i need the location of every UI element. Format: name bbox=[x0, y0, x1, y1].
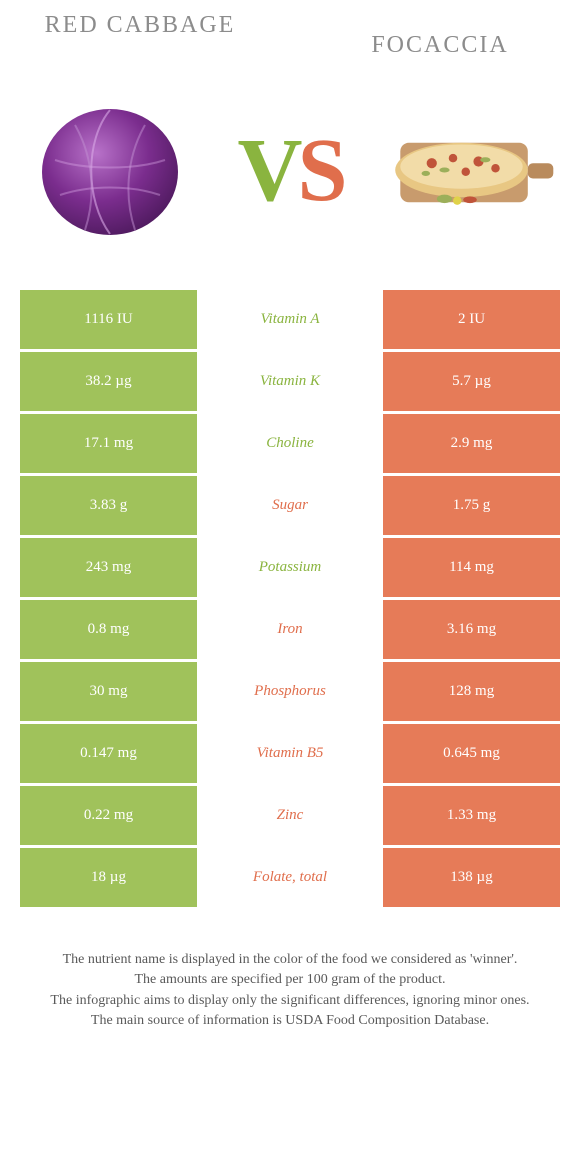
right-value-cell: 138 µg bbox=[380, 848, 560, 910]
nutrient-name-cell: Potassium bbox=[200, 538, 380, 600]
left-value-cell: 0.22 mg bbox=[20, 786, 200, 848]
focaccia-icon bbox=[385, 115, 555, 225]
nutrient-name-cell: Choline bbox=[200, 414, 380, 476]
nutrient-name-cell: Vitamin A bbox=[200, 290, 380, 352]
right-value-cell: 1.75 g bbox=[380, 476, 560, 538]
right-value-cell: 128 mg bbox=[380, 662, 560, 724]
nutrient-name-cell: Sugar bbox=[200, 476, 380, 538]
table-row: 30 mgPhosphorus128 mg bbox=[20, 662, 560, 724]
left-value-cell: 38.2 µg bbox=[20, 352, 200, 414]
header: Red cabbage Focaccia bbox=[0, 0, 580, 60]
right-value-cell: 0.645 mg bbox=[380, 724, 560, 786]
left-value-cell: 0.8 mg bbox=[20, 600, 200, 662]
right-value-cell: 114 mg bbox=[380, 538, 560, 600]
table-row: 18 µgFolate, total138 µg bbox=[20, 848, 560, 910]
table-row: 0.147 mgVitamin B50.645 mg bbox=[20, 724, 560, 786]
hero-row: VS bbox=[0, 60, 580, 290]
footer-line-1: The nutrient name is displayed in the co… bbox=[30, 950, 550, 970]
table-row: 0.8 mgIron3.16 mg bbox=[20, 600, 560, 662]
nutrient-name-cell: Vitamin K bbox=[200, 352, 380, 414]
vs-label: VS bbox=[237, 119, 342, 222]
right-value-cell: 1.33 mg bbox=[380, 786, 560, 848]
nutrient-name-cell: Phosphorus bbox=[200, 662, 380, 724]
table-row: 38.2 µgVitamin K5.7 µg bbox=[20, 352, 560, 414]
vs-letter-s: S bbox=[297, 121, 342, 220]
left-value-cell: 30 mg bbox=[20, 662, 200, 724]
right-value-cell: 2.9 mg bbox=[380, 414, 560, 476]
right-value-cell: 3.16 mg bbox=[380, 600, 560, 662]
footer-notes: The nutrient name is displayed in the co… bbox=[0, 910, 580, 1031]
footer-line-2: The amounts are specified per 100 gram o… bbox=[30, 970, 550, 990]
footer-line-4: The main source of information is USDA F… bbox=[30, 1011, 550, 1031]
vs-letter-v: V bbox=[237, 121, 297, 220]
left-value-cell: 18 µg bbox=[20, 848, 200, 910]
table-row: 17.1 mgCholine2.9 mg bbox=[20, 414, 560, 476]
right-food-image bbox=[385, 85, 555, 255]
left-value-cell: 0.147 mg bbox=[20, 724, 200, 786]
left-food-image bbox=[25, 85, 195, 255]
table-row: 243 mgPotassium114 mg bbox=[20, 538, 560, 600]
comparison-table: 1116 IUVitamin A2 IU38.2 µgVitamin K5.7 … bbox=[20, 290, 560, 910]
right-value-cell: 2 IU bbox=[380, 290, 560, 352]
nutrient-name-cell: Iron bbox=[200, 600, 380, 662]
left-value-cell: 17.1 mg bbox=[20, 414, 200, 476]
footer-line-3: The infographic aims to display only the… bbox=[30, 991, 550, 1011]
nutrient-name-cell: Folate, total bbox=[200, 848, 380, 910]
left-food-title: Red cabbage bbox=[40, 10, 240, 40]
table-row: 0.22 mgZinc1.33 mg bbox=[20, 786, 560, 848]
right-food-title: Focaccia bbox=[340, 30, 540, 60]
table-row: 3.83 gSugar1.75 g bbox=[20, 476, 560, 538]
right-value-cell: 5.7 µg bbox=[380, 352, 560, 414]
left-value-cell: 1116 IU bbox=[20, 290, 200, 352]
left-value-cell: 3.83 g bbox=[20, 476, 200, 538]
nutrient-name-cell: Vitamin B5 bbox=[200, 724, 380, 786]
left-value-cell: 243 mg bbox=[20, 538, 200, 600]
cabbage-icon bbox=[35, 100, 185, 240]
nutrient-name-cell: Zinc bbox=[200, 786, 380, 848]
table-row: 1116 IUVitamin A2 IU bbox=[20, 290, 560, 352]
